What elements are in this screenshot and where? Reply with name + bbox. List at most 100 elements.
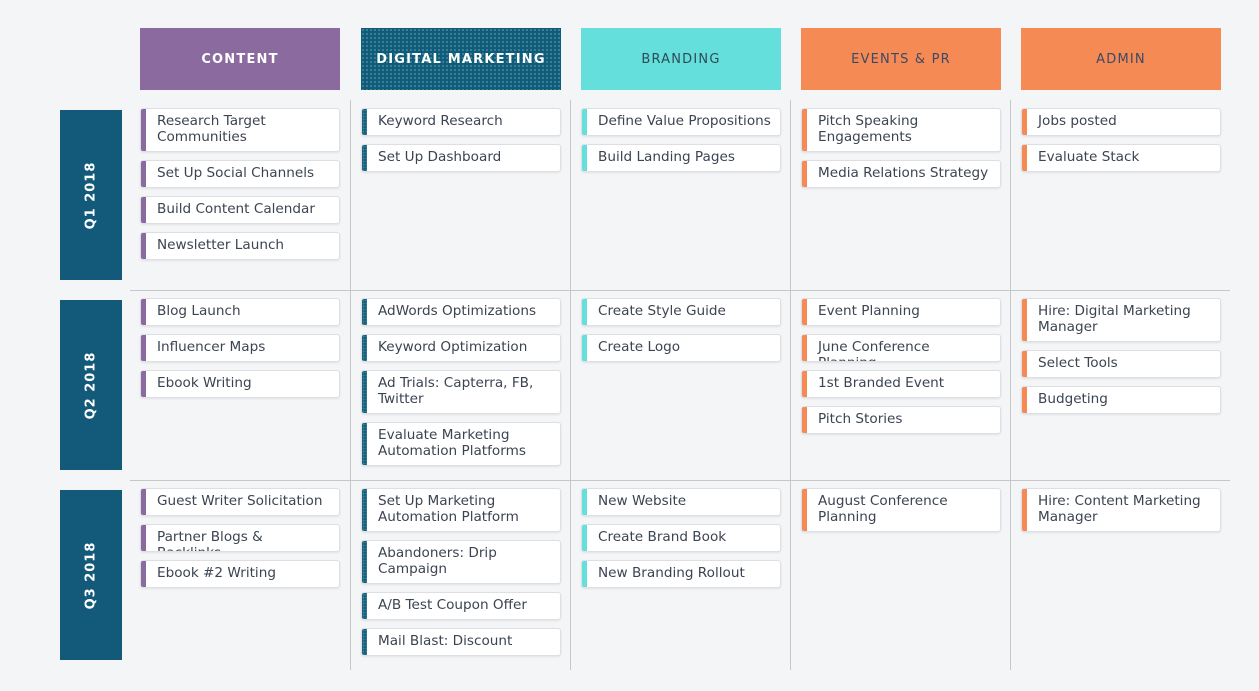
task-card[interactable]: Create Brand Book	[581, 524, 781, 552]
task-card-label: Keyword Optimization	[378, 339, 528, 355]
task-card-label: Event Planning	[818, 303, 920, 319]
card-color-bar	[802, 371, 807, 397]
task-card[interactable]: Keyword Optimization	[361, 334, 561, 362]
row-label-text: Q3 2018	[83, 541, 99, 609]
task-card[interactable]: Media Relations Strategy	[801, 160, 1001, 188]
task-card[interactable]: Pitch Speaking Engagements	[801, 108, 1001, 152]
card-color-bar	[802, 109, 807, 151]
task-card-label: New Branding Rollout	[598, 565, 745, 581]
row-divider	[130, 290, 1230, 291]
column-header-digital-marketing: DIGITAL MARKETING	[361, 28, 561, 90]
task-card[interactable]: Guest Writer Solicitation	[140, 488, 340, 516]
task-card-label: Newsletter Launch	[157, 237, 285, 253]
card-color-bar	[141, 233, 146, 259]
card-color-bar	[582, 489, 587, 515]
task-card-label: Build Content Calendar	[157, 201, 315, 217]
task-card[interactable]: Keyword Research	[361, 108, 561, 136]
task-card[interactable]: New Branding Rollout	[581, 560, 781, 588]
task-card[interactable]: Pitch Stories	[801, 406, 1001, 434]
card-color-bar	[141, 525, 146, 551]
task-card[interactable]: August Conference Planning	[801, 488, 1001, 532]
card-color-bar	[582, 145, 587, 171]
task-card[interactable]: Build Content Calendar	[140, 196, 340, 224]
card-color-bar	[802, 489, 807, 531]
card-color-bar	[582, 561, 587, 587]
task-card[interactable]: 1st Branded Event	[801, 370, 1001, 398]
task-card[interactable]: Evaluate Marketing Automation Platforms	[361, 422, 561, 466]
task-card[interactable]: Hire: Digital Marketing Manager	[1021, 298, 1221, 342]
task-card-label: Pitch Speaking Engagements	[818, 113, 919, 145]
task-card-label: Jobs posted	[1038, 113, 1117, 129]
task-card[interactable]: Ebook Writing	[140, 370, 340, 398]
task-card[interactable]: AdWords Optimizations	[361, 298, 561, 326]
card-color-bar	[362, 109, 367, 135]
task-card[interactable]: Create Style Guide	[581, 298, 781, 326]
column-header-branding: BRANDING	[581, 28, 781, 90]
column-divider	[350, 100, 351, 670]
card-color-bar	[1022, 489, 1027, 531]
task-card-label: Create Brand Book	[598, 529, 727, 545]
column-header-content: CONTENT	[140, 28, 340, 90]
task-card[interactable]: A/B Test Coupon Offer	[361, 592, 561, 620]
task-card-label: Pitch Stories	[818, 411, 903, 427]
row-label-q3-2018: Q3 2018	[60, 490, 122, 660]
task-card[interactable]: Research Target Communities	[140, 108, 340, 152]
card-color-bar	[141, 299, 146, 325]
row-divider	[130, 480, 1230, 481]
card-color-bar	[582, 525, 587, 551]
column-divider	[570, 100, 571, 670]
task-card[interactable]: Mail Blast: Discount	[361, 628, 561, 656]
task-card-label: A/B Test Coupon Offer	[378, 597, 527, 613]
task-card[interactable]: Budgeting	[1021, 386, 1221, 414]
card-color-bar	[362, 299, 367, 325]
task-card-label: Partner Blogs & Backlinks	[157, 529, 263, 551]
task-card[interactable]: Event Planning	[801, 298, 1001, 326]
task-card[interactable]: Evaluate Stack	[1021, 144, 1221, 172]
task-card[interactable]: Ebook #2 Writing	[140, 560, 340, 588]
task-card[interactable]: Newsletter Launch	[140, 232, 340, 260]
task-card[interactable]: Build Landing Pages	[581, 144, 781, 172]
task-card-label: Ebook #2 Writing	[157, 565, 276, 581]
card-color-bar	[1022, 387, 1027, 413]
task-card[interactable]: Set Up Marketing Automation Platform	[361, 488, 561, 532]
task-card-label: Set Up Marketing Automation Platform	[378, 493, 519, 525]
task-card[interactable]: Blog Launch	[140, 298, 340, 326]
card-color-bar	[141, 335, 146, 361]
card-color-bar	[362, 489, 367, 531]
task-card-label: Mail Blast: Discount	[378, 633, 513, 649]
task-card[interactable]: Partner Blogs & Backlinks	[140, 524, 340, 552]
task-card[interactable]: Ad Trials: Capterra, FB, Twitter	[361, 370, 561, 414]
task-card[interactable]: Set Up Dashboard	[361, 144, 561, 172]
task-card-label: Research Target Communities	[157, 113, 266, 145]
card-color-bar	[1022, 145, 1027, 171]
card-color-bar	[141, 109, 146, 151]
card-color-bar	[362, 335, 367, 361]
task-card[interactable]: Select Tools	[1021, 350, 1221, 378]
task-card-label: June Conference Planning	[818, 339, 930, 361]
task-card-label: Evaluate Marketing Automation Platforms	[378, 427, 526, 459]
row-label-text: Q1 2018	[83, 161, 99, 229]
task-card-label: Budgeting	[1038, 391, 1108, 407]
card-color-bar	[582, 109, 587, 135]
task-card[interactable]: Hire: Content Marketing Manager	[1021, 488, 1221, 532]
task-card[interactable]: New Website	[581, 488, 781, 516]
card-color-bar	[141, 489, 146, 515]
card-color-bar	[582, 299, 587, 325]
task-card[interactable]: Set Up Social Channels	[140, 160, 340, 188]
column-header-events-pr: EVENTS & PR	[801, 28, 1001, 90]
task-card-label: Ebook Writing	[157, 375, 252, 391]
card-color-bar	[1022, 299, 1027, 341]
task-card[interactable]: Abandoners: Drip Campaign	[361, 540, 561, 584]
column-divider	[1010, 100, 1011, 670]
card-color-bar	[362, 629, 367, 655]
task-card-label: Ad Trials: Capterra, FB, Twitter	[378, 375, 534, 407]
task-card[interactable]: June Conference Planning	[801, 334, 1001, 362]
card-color-bar	[582, 335, 587, 361]
task-card-label: Blog Launch	[157, 303, 241, 319]
task-card[interactable]: Create Logo	[581, 334, 781, 362]
task-card[interactable]: Jobs posted	[1021, 108, 1221, 136]
task-card-label: Media Relations Strategy	[818, 165, 989, 181]
task-card[interactable]: Influencer Maps	[140, 334, 340, 362]
card-color-bar	[1022, 109, 1027, 135]
task-card[interactable]: Define Value Propositions	[581, 108, 781, 136]
